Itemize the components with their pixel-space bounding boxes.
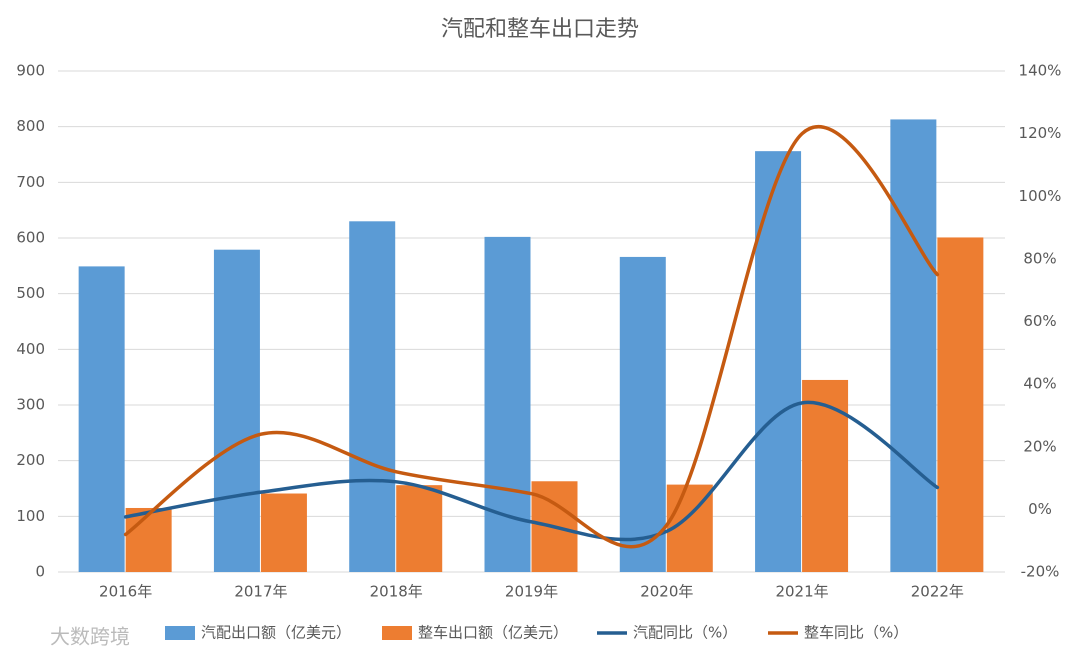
y-tick-label: 100 <box>16 507 45 525</box>
y-tick-label: 700 <box>16 173 45 191</box>
y-tick-label: 200 <box>16 451 45 469</box>
y2-tick-label: -20% <box>1021 563 1060 581</box>
bar <box>755 151 802 572</box>
bar <box>802 379 849 572</box>
y2-tick-label: 60% <box>1023 312 1056 330</box>
legend-label: 汽配同比（%） <box>633 624 737 642</box>
watermark: 大数跨境 <box>50 625 130 649</box>
y2-tick-label: 100% <box>1019 187 1062 205</box>
chart-title: 汽配和整车出口走势 <box>441 17 639 42</box>
x-tick-label: 2020年 <box>640 583 693 601</box>
bar <box>213 249 260 572</box>
bar <box>260 493 307 572</box>
y-tick-label: 500 <box>16 284 45 302</box>
bar <box>125 507 172 572</box>
legend-swatch <box>382 626 412 640</box>
bar <box>78 266 125 572</box>
x-tick-label: 2021年 <box>775 583 828 601</box>
legend-label: 整车同比（%） <box>804 624 908 642</box>
bar <box>937 237 984 572</box>
y-tick-label: 300 <box>16 396 45 414</box>
line <box>123 124 940 549</box>
bar <box>349 221 396 573</box>
legend-swatch <box>165 626 195 640</box>
y-tick-label: 400 <box>16 340 45 358</box>
line <box>123 400 940 542</box>
y2-tick-label: 140% <box>1019 62 1062 80</box>
y2-tick-label: 120% <box>1019 124 1062 142</box>
y2-tick-label: 40% <box>1023 375 1056 393</box>
legend-label: 汽配出口额（亿美元） <box>201 624 351 642</box>
legend-label: 整车出口额（亿美元） <box>418 624 568 642</box>
x-tick-label: 2016年 <box>99 583 152 601</box>
y-tick-label: 900 <box>16 62 45 80</box>
bar <box>396 485 443 572</box>
x-tick-label: 2019年 <box>505 583 558 601</box>
y-tick-label: 600 <box>16 229 45 247</box>
y-tick-label: 0 <box>35 563 45 581</box>
y-tick-label: 800 <box>16 117 45 135</box>
y2-tick-label: 80% <box>1023 249 1056 267</box>
x-tick-label: 2017年 <box>234 583 287 601</box>
x-tick-label: 2018年 <box>370 583 423 601</box>
y2-tick-label: 20% <box>1023 437 1056 455</box>
y2-tick-label: 0% <box>1028 500 1052 518</box>
x-tick-label: 2022年 <box>911 583 964 601</box>
bar <box>890 119 937 573</box>
bar <box>619 256 666 572</box>
